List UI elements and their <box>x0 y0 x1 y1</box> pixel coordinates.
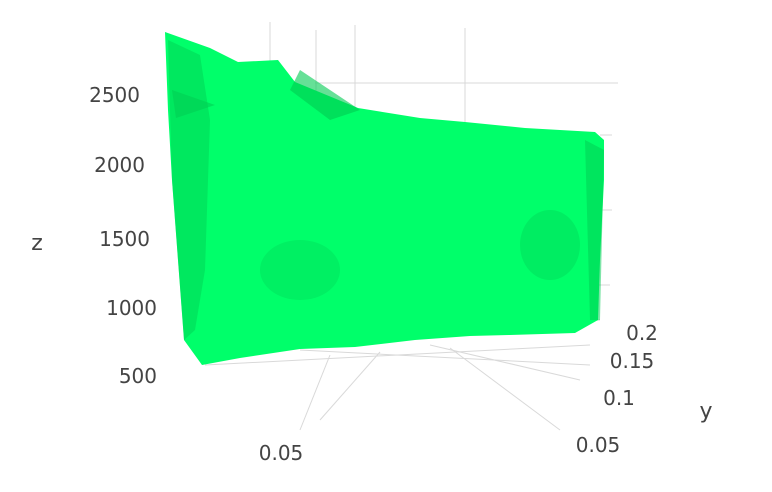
grid-line <box>429 344 581 381</box>
surface-shade <box>172 90 215 118</box>
x-axis: 0.05 <box>259 441 304 465</box>
y-tick-label: 0.15 <box>610 349 655 373</box>
surface <box>165 32 604 365</box>
z-tick-label: 2000 <box>94 153 145 177</box>
z-tick-label: 2500 <box>89 83 140 107</box>
y-tick-label: 0.2 <box>626 321 658 345</box>
surface-main <box>165 32 604 365</box>
z-axis-title: z <box>31 231 43 256</box>
grid-line <box>299 349 591 366</box>
grid-line <box>299 354 331 431</box>
y-tick-label: 0.1 <box>603 386 635 410</box>
z-tick-label: 1500 <box>99 227 150 251</box>
y-axis-title: y <box>699 399 712 424</box>
x-tick-label: 0.05 <box>259 441 304 465</box>
y-tick-label: 0.05 <box>576 433 621 457</box>
surface-shade <box>260 240 340 300</box>
grid-line <box>449 347 561 431</box>
surface-shade <box>290 70 360 120</box>
grid-line <box>319 351 381 421</box>
z-tick-label: 500 <box>119 364 157 388</box>
y-axis: 0.2 0.15 0.1 0.05 y <box>576 321 713 457</box>
surface-shade <box>520 210 580 280</box>
surface-shade <box>585 140 604 320</box>
z-tick-label: 1000 <box>106 296 157 320</box>
z-axis: 2500 2000 1500 1000 500 z <box>31 83 157 388</box>
